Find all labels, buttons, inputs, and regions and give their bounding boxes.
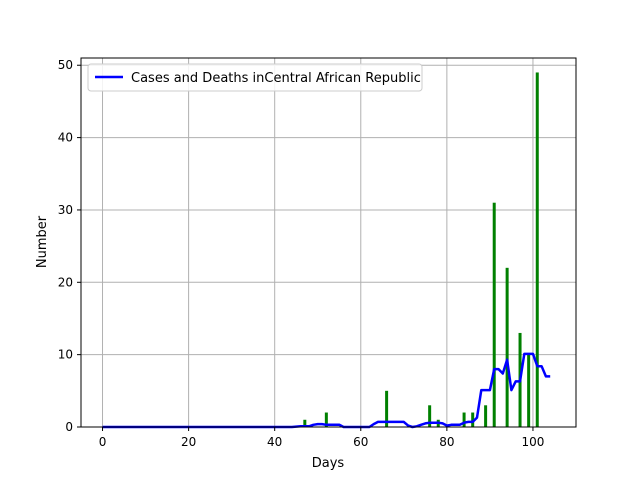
y-tick-label: 30	[58, 203, 73, 217]
x-tick-label: 100	[522, 435, 545, 449]
y-tick-label: 0	[65, 420, 73, 434]
bar	[505, 267, 509, 427]
bar	[303, 419, 307, 427]
y-tick-label: 10	[58, 348, 73, 362]
bar	[385, 390, 389, 427]
series-line	[102, 352, 551, 429]
bar	[492, 202, 496, 427]
legend-entry-label: Cases and Deaths inCentral African Repub…	[131, 71, 421, 86]
bar	[462, 412, 466, 427]
y-axis-ticks: 0 10 20 30 40 50	[58, 58, 81, 434]
x-axis-ticks: 0 20 40 60 80 100	[99, 427, 545, 449]
line-series	[102, 352, 551, 429]
y-tick-label: 40	[58, 131, 73, 145]
x-tick-label: 0	[99, 435, 107, 449]
legend: Cases and Deaths inCentral African Repub…	[87, 63, 423, 92]
legend-box	[87, 63, 423, 92]
x-tick-label: 60	[353, 435, 368, 449]
bar	[535, 72, 539, 428]
bar	[428, 405, 432, 427]
bar	[324, 412, 328, 427]
x-axis-label: Days	[312, 456, 345, 471]
x-tick-label: 20	[181, 435, 196, 449]
x-tick-label: 40	[267, 435, 282, 449]
bar	[484, 405, 488, 427]
x-tick-label: 80	[439, 435, 454, 449]
y-axis-label: Number	[35, 215, 50, 268]
y-tick-label: 50	[58, 58, 73, 72]
y-tick-label: 20	[58, 275, 73, 289]
plot-frame	[80, 57, 577, 428]
bar	[471, 412, 475, 427]
bar	[527, 354, 531, 427]
